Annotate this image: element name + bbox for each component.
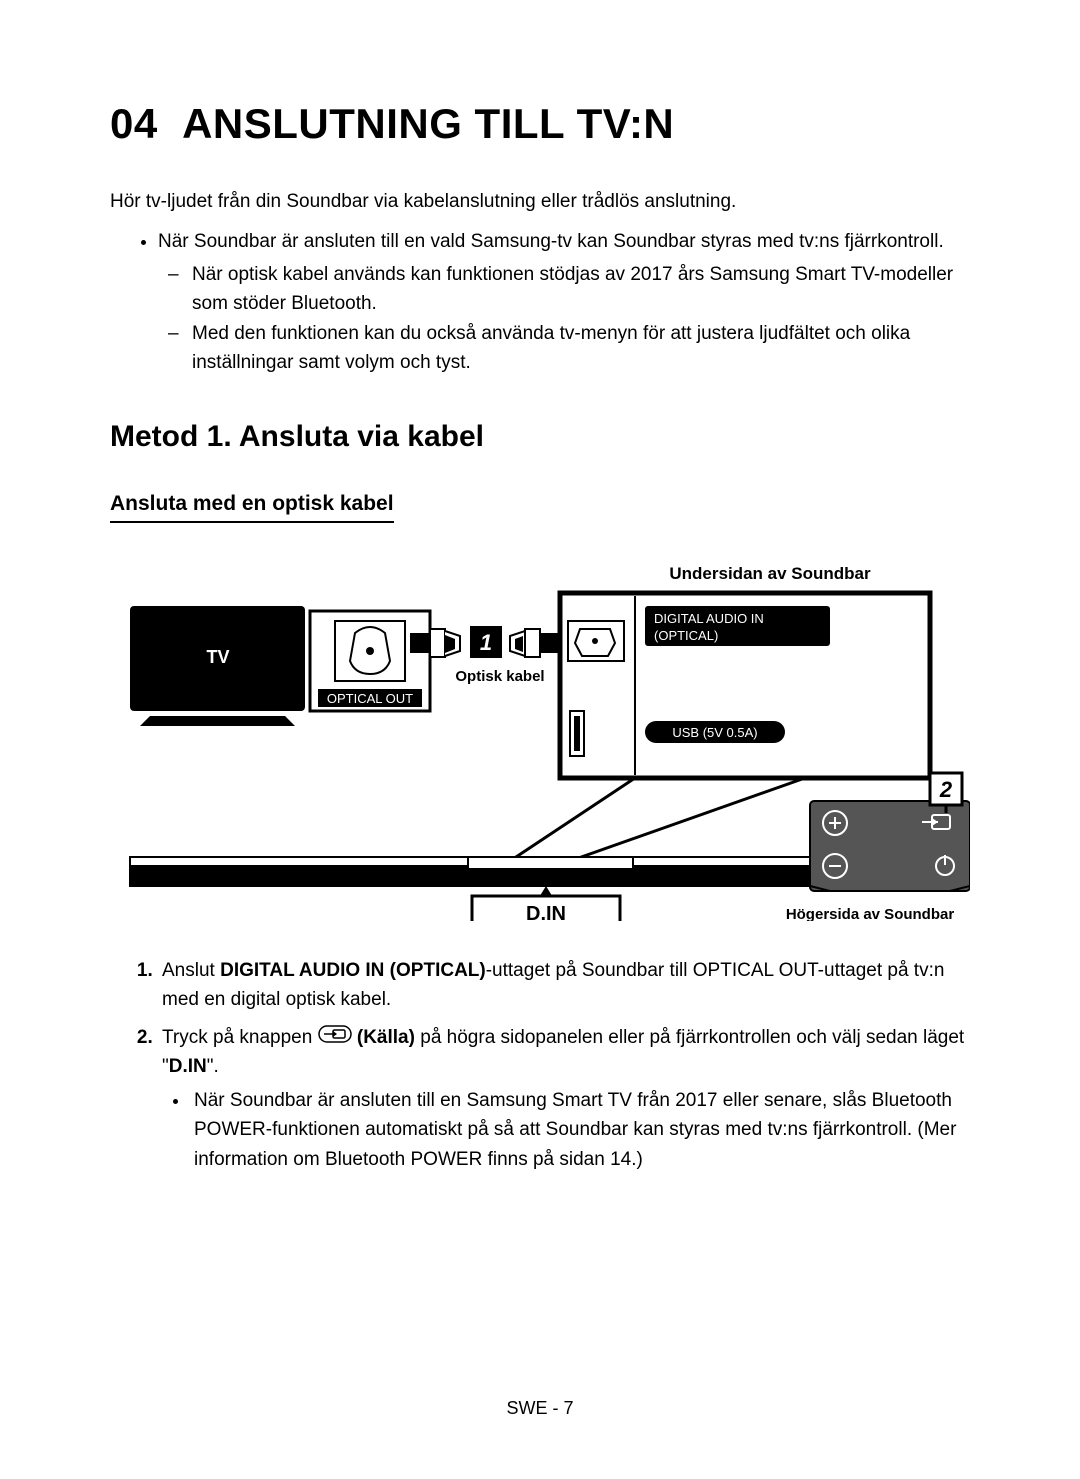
optical-cable-label: Optisk kabel	[455, 668, 544, 685]
page-footer: SWE - 7	[0, 1398, 1080, 1419]
list-item: När Soundbar är ansluten till en Samsung…	[190, 1086, 970, 1174]
tv-icon: TV	[130, 606, 305, 726]
cable-left-connector-icon	[410, 629, 460, 657]
chapter-title-label: ANSLUTNING TILL TV:N	[182, 100, 674, 147]
step-text: Anslut	[162, 960, 220, 981]
cable-right-connector-icon	[510, 629, 560, 657]
tv-label: TV	[206, 647, 229, 667]
intro-text: Hör tv-ljudet från din Soundbar via kabe…	[110, 188, 970, 217]
din-label: D.IN	[526, 903, 566, 921]
connection-diagram: Undersidan av Soundbar TV OPTICAL OUT	[110, 561, 970, 926]
step-text: ".	[207, 1056, 219, 1077]
callout-two-label: 2	[939, 777, 953, 802]
method-subtitle: Ansluta med en optisk kabel	[110, 492, 394, 523]
list-item: När optisk kabel används kan funktionen …	[192, 260, 970, 319]
underside-label: Undersidan av Soundbar	[669, 564, 871, 583]
step-sub-bullets: När Soundbar är ansluten till en Samsung…	[162, 1086, 970, 1174]
method-title: Metod 1. Ansluta via kabel	[110, 420, 970, 454]
chapter-number-label: 04	[110, 100, 158, 147]
step-text: Tryck på knappen	[162, 1027, 318, 1048]
diagram-svg: Undersidan av Soundbar TV OPTICAL OUT	[110, 561, 970, 921]
callout-one-label: 1	[480, 630, 492, 655]
usb-label: USB (5V 0.5A)	[672, 725, 757, 740]
step-bold: D.IN	[169, 1056, 207, 1077]
source-icon	[318, 1023, 352, 1052]
bullet-main-text: När Soundbar är ansluten till en vald Sa…	[158, 231, 944, 252]
list-item: Tryck på knappen (Källa) på högra sidopa…	[158, 1023, 970, 1174]
rightside-label: Högersida av Soundbar	[786, 906, 955, 921]
steps-list: Anslut DIGITAL AUDIO IN (OPTICAL)-uttage…	[110, 956, 970, 1174]
list-item: När Soundbar är ansluten till en vald Sa…	[158, 227, 970, 378]
list-item: Anslut DIGITAL AUDIO IN (OPTICAL)-uttage…	[158, 956, 970, 1015]
optical-out-port-icon: OPTICAL OUT	[310, 611, 430, 711]
optical-out-label: OPTICAL OUT	[327, 691, 413, 706]
chapter-heading: 04 ANSLUTNING TILL TV:N	[110, 100, 970, 148]
intro-bullets: När Soundbar är ansluten till en vald Sa…	[110, 227, 970, 378]
digital-audio-label-line2: (OPTICAL)	[654, 628, 718, 643]
dash-sublist: När optisk kabel används kan funktionen …	[158, 260, 970, 378]
step-bold: (Källa)	[352, 1027, 415, 1048]
soundbar-underside-icon: DIGITAL AUDIO IN (OPTICAL) USB (5V 0.5A)	[560, 593, 930, 778]
step-bold: DIGITAL AUDIO IN (OPTICAL)	[220, 960, 486, 981]
soundbar-rightside-icon	[810, 801, 970, 891]
callout-one-icon: 1	[470, 626, 502, 658]
digital-audio-label-line1: DIGITAL AUDIO IN	[654, 611, 764, 626]
list-item: Med den funktionen kan du också använda …	[192, 319, 970, 378]
